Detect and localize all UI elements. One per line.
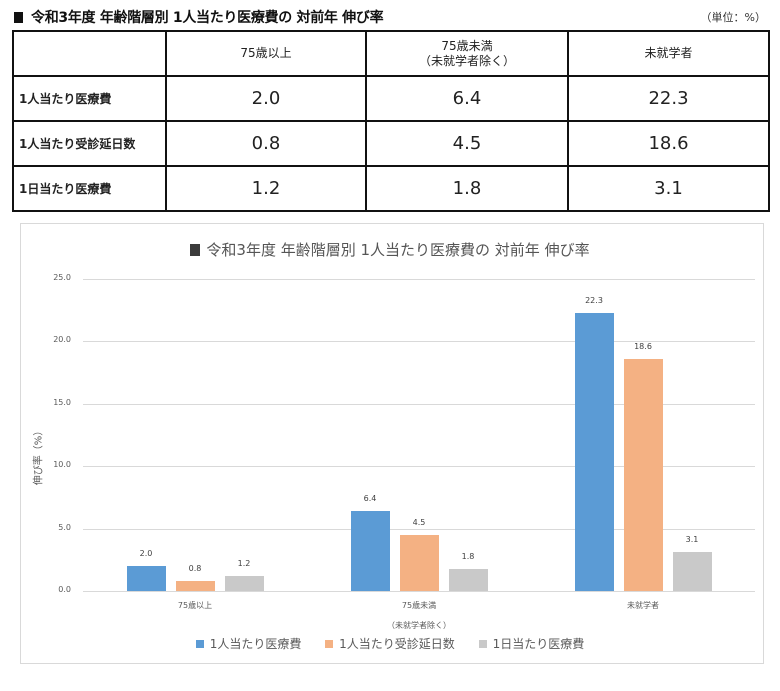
gridline: [83, 279, 755, 280]
column-header-under-75: 75歳未満 （未就学者除く）: [365, 30, 569, 77]
legend-swatch-orange-icon: [325, 640, 334, 648]
column-header-text: 75歳以上: [240, 46, 292, 60]
unit-label: （単位：%）: [700, 11, 766, 24]
y-tick-label: 15.0: [53, 398, 71, 407]
x-category-text: 75歳未満: [401, 601, 437, 610]
legend-swatch-blue-icon: [195, 640, 204, 648]
table-corner-cell: [12, 30, 167, 77]
column-header-preschool: 未就学者: [567, 30, 770, 77]
y-tick-label: 10.0: [53, 460, 71, 469]
chart-frame: [20, 223, 764, 664]
page-title-text: 令和3年度 年齢階層別 1人当たり医療費の 対前年 伸び率: [31, 10, 384, 26]
table-cell: 2.0: [165, 75, 367, 122]
gridline: [83, 466, 755, 467]
bar: [575, 313, 614, 591]
data-label: 1.2: [237, 559, 251, 568]
gridline: [83, 341, 755, 342]
x-category-label: 未就学者: [563, 598, 723, 614]
data-label: 1.8: [461, 552, 475, 561]
bar: [400, 535, 439, 591]
square-bullet-icon: [14, 12, 23, 23]
column-header-subtext: （未就学者除く）: [418, 53, 515, 68]
column-header-text: 75歳未満: [441, 38, 493, 53]
bar: [225, 576, 264, 591]
table-row: 1人当たり医療費 2.0 6.4 22.3: [12, 75, 770, 122]
row-label: 1人当たり医療費: [12, 75, 167, 122]
x-category-text: 未就学者: [627, 601, 659, 610]
x-category-label: 75歳未満 （未就学者除く）: [339, 598, 499, 634]
data-label: 4.5: [412, 518, 426, 527]
table-header-row: 75歳以上 75歳未満 （未就学者除く） 未就学者: [12, 30, 770, 77]
legend-item-visit-days: 1人当たり受診延日数: [325, 635, 455, 652]
legend-swatch-gray-icon: [478, 640, 487, 648]
gridline: [83, 404, 755, 405]
table-cell: 3.1: [567, 165, 770, 212]
x-category-label: 75歳以上: [115, 598, 275, 614]
bar: [176, 581, 215, 591]
legend: 1人当たり医療費 1人当たり受診延日数 1日当たり医療費: [0, 635, 780, 652]
data-label: 0.8: [188, 564, 202, 573]
y-tick-label: 25.0: [53, 273, 71, 282]
bar: [351, 511, 390, 591]
data-label: 2.0: [139, 549, 153, 558]
table-cell: 1.2: [165, 165, 367, 212]
data-label: 3.1: [685, 535, 699, 544]
table-cell: 1.8: [365, 165, 569, 212]
legend-item-per-day-cost: 1日当たり医療費: [478, 635, 585, 652]
data-label: 6.4: [363, 494, 377, 503]
table-cell: 6.4: [365, 75, 569, 122]
growth-rate-table: 75歳以上 75歳未満 （未就学者除く） 未就学者 1人当たり医療費 2.0 6.…: [12, 30, 770, 212]
legend-label: 1人当たり受診延日数: [339, 637, 455, 651]
table-row: 1人当たり受診延日数 0.8 4.5 18.6: [12, 120, 770, 167]
row-label: 1日当たり医療費: [12, 165, 167, 212]
square-bullet-icon: [190, 244, 201, 256]
gridline: [83, 591, 755, 592]
column-header-text: 未就学者: [644, 46, 693, 60]
y-tick-label: 0.0: [58, 585, 71, 594]
table-row: 1日当たり医療費 1.2 1.8 3.1: [12, 165, 770, 212]
legend-item-per-capita-cost: 1人当たり医療費: [195, 635, 302, 652]
bar: [624, 359, 663, 591]
y-tick-label: 5.0: [58, 523, 71, 532]
x-category-text: 75歳以上: [177, 601, 213, 610]
table-cell: 22.3: [567, 75, 770, 122]
column-header-75-over: 75歳以上: [165, 30, 367, 77]
chart-title-text: 令和3年度 年齢階層別 1人当たり医療費の 対前年 伸び率: [206, 241, 590, 259]
x-category-subtext: （未就学者除く）: [387, 621, 451, 630]
row-label: 1人当たり受診延日数: [12, 120, 167, 167]
data-label: 18.6: [634, 342, 652, 351]
page-title: 令和3年度 年齢階層別 1人当たり医療費の 対前年 伸び率: [14, 7, 384, 27]
legend-label: 1人当たり医療費: [209, 637, 302, 651]
table-cell: 4.5: [365, 120, 569, 167]
data-label: 22.3: [585, 296, 603, 305]
bar: [673, 552, 712, 591]
legend-label: 1日当たり医療費: [492, 637, 585, 651]
table-cell: 0.8: [165, 120, 367, 167]
chart-title: 令和3年度 年齢階層別 1人当たり医療費の 対前年 伸び率: [0, 239, 780, 260]
bar: [449, 569, 488, 591]
bar: [127, 566, 166, 591]
gridline: [83, 529, 755, 530]
y-tick-label: 20.0: [53, 335, 71, 344]
table-cell: 18.6: [567, 120, 770, 167]
y-axis-label: 伸び率（%）: [33, 425, 45, 486]
